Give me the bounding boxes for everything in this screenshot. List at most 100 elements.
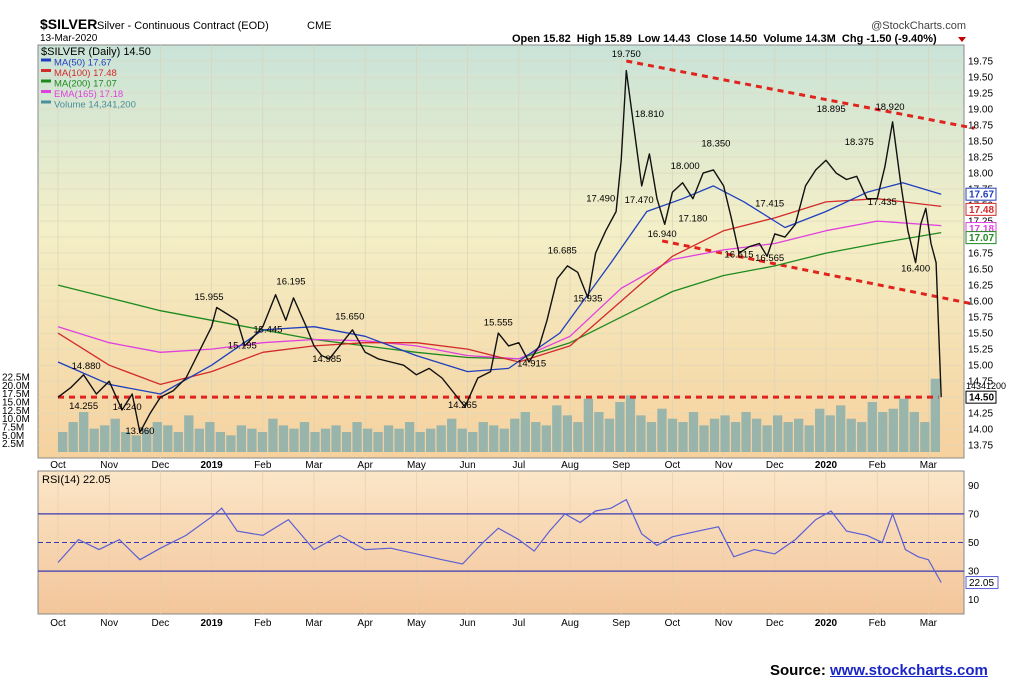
volume-bar [100, 425, 110, 452]
volume-bar [562, 415, 572, 452]
rsi-tick-label: 70 [968, 509, 980, 520]
x-tick-label: Oct [665, 460, 681, 471]
price-annotation: 17.470 [625, 195, 654, 206]
chart-exchange: CME [307, 20, 331, 32]
volume-bar [615, 402, 625, 452]
price-tick-label: 15.75 [968, 313, 993, 324]
volume-bar [688, 412, 699, 452]
volume-bar [268, 418, 278, 452]
down-arrow-icon [958, 37, 966, 42]
volume-bar [741, 412, 751, 452]
volume-bar [236, 425, 247, 452]
price-annotation: 15.555 [484, 318, 513, 329]
rsi-line [57, 498, 942, 583]
volume-bar [426, 428, 436, 452]
watermark: @StockCharts.com [871, 20, 966, 32]
price-tick-label: 18.00 [968, 169, 993, 180]
volume-bar [667, 418, 678, 452]
volume-bar [594, 412, 604, 452]
volume-bar [709, 418, 720, 452]
volume-bar [163, 425, 173, 452]
volume-bar [289, 428, 299, 452]
price-tick-label: 16.25 [968, 281, 993, 292]
volume-bar [836, 405, 846, 452]
rsi-x-tick-label: Dec [766, 618, 784, 629]
last-value-tag-text: 17.07 [969, 233, 994, 244]
rsi-tick-label: 30 [968, 567, 980, 578]
volume-bar [878, 412, 888, 452]
volume-bar [783, 422, 793, 452]
volume-bar [436, 425, 446, 452]
last-value-tag-text: 17.18 [969, 224, 994, 235]
chart-instrument: Silver - Continuous Contract (EOD) [97, 20, 269, 32]
rsi-x-tick-label: Mar [920, 618, 938, 629]
x-tick-label: Sep [612, 460, 630, 471]
volume-bars [58, 378, 940, 452]
volume-bar [383, 425, 394, 452]
price-tick-label: 16.50 [968, 265, 993, 276]
volume-bar [121, 432, 131, 452]
volume-bar [173, 432, 183, 452]
volume-tick-label: 10.0M [2, 414, 30, 425]
volume-bar [825, 415, 835, 452]
price-annotation: 16.400 [901, 264, 930, 275]
rsi-x-tick-label: Sep [612, 618, 630, 629]
volume-tick-label: 17.5M [2, 389, 30, 400]
price-annotation: 16.615 [724, 250, 753, 261]
price-annotation: 14.985 [312, 354, 341, 365]
volume-bar [142, 428, 152, 452]
price-annotation: 14.255 [69, 401, 98, 412]
volume-bar [888, 408, 898, 452]
price-tick-label: 16.00 [968, 297, 993, 308]
source-link[interactable]: www.stockcharts.com [830, 662, 988, 679]
x-tick-label: Nov [715, 460, 733, 471]
volume-tick-label: 5.0M [2, 431, 24, 442]
volume-bar [352, 422, 362, 452]
rsi-last-tag-text: 22.05 [969, 578, 994, 589]
price-tick-label: 15.00 [968, 361, 993, 372]
volume-bar [468, 432, 478, 452]
ma50-line [57, 182, 942, 395]
volume-bar [68, 422, 78, 452]
volume-bar [247, 428, 257, 452]
price-annotation: 18.000 [671, 161, 700, 172]
volume-bar [930, 378, 940, 452]
rsi-x-tick-label: May [407, 618, 426, 629]
last-value-tag-text: 14.50 [969, 393, 994, 404]
volume-bar [699, 425, 709, 452]
x-tick-label: Feb [869, 460, 887, 471]
chart-date: 13-Mar-2020 [40, 33, 98, 44]
volume-tick-label: 2.5M [2, 439, 24, 450]
volume-bar [646, 422, 657, 452]
legend-swatch [41, 58, 51, 62]
price-annotation: 14.265 [448, 400, 477, 411]
volume-bar [310, 432, 320, 452]
volume-bar [804, 425, 814, 452]
volume-bar [404, 422, 415, 452]
axis-layer: Oct Oct Nov Nov Dec Dec 2019 2019 Feb Feb Mar Mar Ap… [2, 57, 1006, 629]
price-annotation: 13.860 [125, 426, 154, 437]
rsi-layer [38, 498, 964, 583]
x-tick-label: Feb [254, 460, 272, 471]
volume-bar [257, 432, 268, 452]
chart-symbol: $SILVER [40, 16, 97, 32]
price-annotation: 15.955 [195, 292, 224, 303]
volume-bar [478, 422, 488, 452]
x-tick-label: Apr [357, 460, 373, 471]
volume-bar [510, 418, 520, 452]
price-annotation: 17.490 [586, 194, 615, 205]
price-tick-label: 15.25 [968, 345, 993, 356]
last-volume-tag: 14341200 [966, 381, 1006, 391]
price-annotation: 14.240 [113, 402, 142, 413]
x-tick-label: Oct [50, 460, 66, 471]
rsi-x-tick-label: Apr [357, 618, 373, 629]
volume-bar [762, 425, 772, 452]
price-annotation: 15.195 [228, 341, 257, 352]
price-annotation: 16.685 [548, 245, 577, 256]
volume-bar [58, 432, 68, 452]
last-value-tag-text: 17.67 [969, 190, 994, 201]
volume-bar [415, 432, 425, 452]
volume-bar [720, 415, 730, 452]
trendline [661, 239, 975, 306]
price-tick-label: 14.25 [968, 409, 993, 420]
